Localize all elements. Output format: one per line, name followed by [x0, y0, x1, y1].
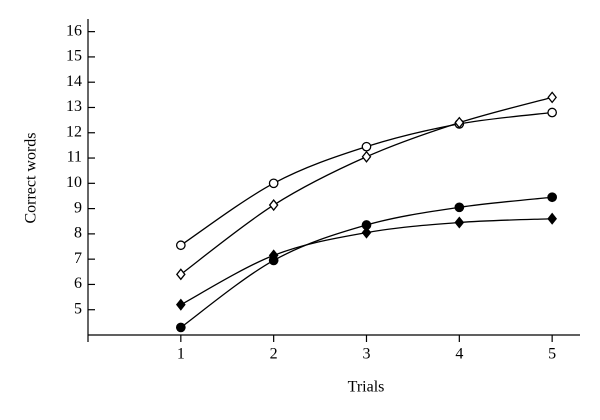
series-line: [180, 196, 553, 328]
marker: [268, 249, 279, 262]
marker: [547, 212, 557, 225]
x-tick-label: 3: [362, 346, 370, 363]
marker: [175, 298, 186, 311]
y-tick-label: 5: [74, 300, 82, 317]
marker: [175, 268, 186, 281]
x-tick-label: 4: [455, 346, 463, 363]
y-tick-label: 16: [66, 22, 82, 39]
marker: [175, 322, 186, 333]
marker: [547, 192, 558, 203]
y-tick-label: 14: [66, 73, 82, 90]
y-tick-label: 11: [67, 149, 82, 166]
marker: [547, 107, 558, 118]
y-tick-label: 12: [66, 123, 82, 140]
x-tick-label: 2: [270, 346, 278, 363]
y-tick-label: 6: [74, 275, 82, 292]
y-tick-label: 9: [74, 199, 82, 216]
marker: [454, 202, 465, 213]
series-line: [180, 96, 553, 275]
marker: [175, 240, 186, 251]
marker: [268, 199, 279, 212]
marker: [361, 141, 372, 152]
y-tick-label: 15: [66, 48, 82, 65]
marker: [361, 226, 372, 239]
y-tick-label: 8: [74, 225, 82, 242]
y-tick-label: 7: [74, 250, 82, 267]
marker: [361, 150, 372, 163]
y-axis-label: Correct words: [23, 132, 40, 223]
y-tick-label: 10: [66, 174, 82, 191]
x-tick-label: 5: [548, 346, 556, 363]
x-axis-label: Trials: [348, 379, 385, 396]
marker: [454, 116, 465, 129]
x-tick-label: 1: [177, 346, 185, 363]
marker: [547, 91, 557, 104]
marker: [454, 216, 465, 229]
y-tick-label: 13: [66, 98, 82, 115]
marker: [268, 178, 279, 189]
